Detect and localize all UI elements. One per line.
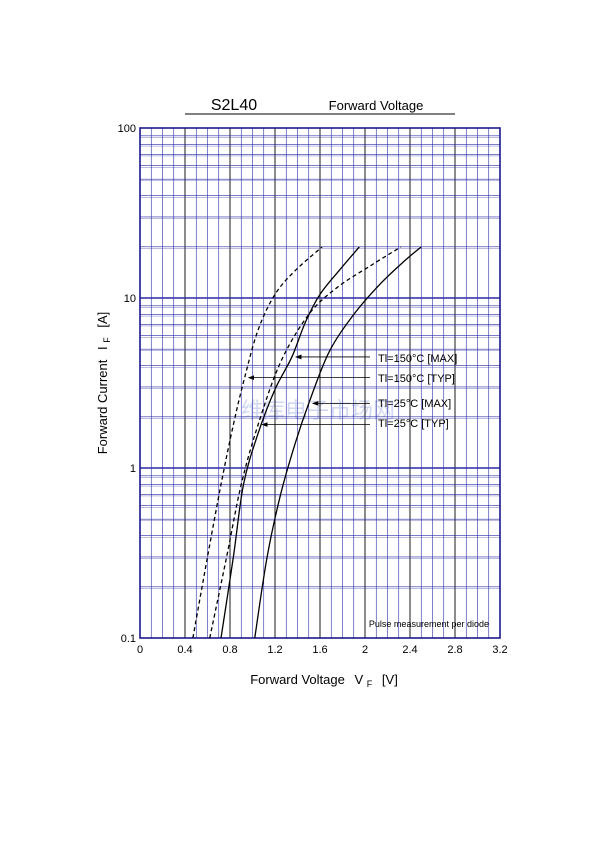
y-axis-symbol: I — [95, 346, 110, 350]
chart-title: S2L40 — [211, 97, 257, 114]
plot-frame — [139, 127, 501, 639]
x-tick-label: 1.6 — [312, 644, 327, 656]
series-line-2 — [220, 246, 360, 639]
y-tick-label: 10 — [124, 293, 136, 305]
series-line-3 — [209, 246, 402, 639]
chart-subtitle: Forward Voltage — [329, 98, 424, 113]
y-tick-label: 0.1 — [121, 633, 136, 645]
x-tick-label: 0 — [137, 644, 143, 656]
x-axis-subscript: F — [367, 679, 373, 689]
x-tick-label: 2.8 — [447, 644, 462, 656]
x-tick-label: 0.4 — [177, 644, 192, 656]
x-axis-label-text: Forward Voltage — [250, 672, 345, 687]
series-label: Tl=25°C [TYP] — [378, 418, 449, 430]
x-tick-label: 0.8 — [222, 644, 237, 656]
grid-lines — [140, 128, 500, 638]
curve-labels: Tl=150°C [MAX] Tl=150°C [TYP] Tl=25°C [MAX… — [247, 353, 457, 430]
y-axis-unit: [A] — [95, 312, 110, 328]
x-axis-unit: [V] — [382, 672, 398, 687]
series-label: Tl=150°C [TYP] — [378, 373, 455, 385]
y-tick-label: 100 — [118, 123, 136, 135]
series-line-1 — [192, 246, 323, 639]
measurement-note: Pulse measurement per diode — [369, 619, 489, 629]
y-axis-label-text: Forward Current — [95, 359, 110, 454]
x-tick-label: 1.2 — [267, 644, 282, 656]
x-tick-label: 2.4 — [402, 644, 417, 656]
series-line-4 — [254, 246, 422, 639]
y-tick-label: 1 — [130, 463, 136, 475]
x-tick-label: 2 — [362, 644, 368, 656]
tick-labels: 0 0.4 0.8 1.2 1.6 2 2.4 2.8 3.2 0.1 1 10 100 — [118, 123, 508, 656]
watermark-text: 维库电子市场网 — [241, 399, 395, 424]
y-axis-subscript: F — [102, 337, 112, 343]
x-axis-label: Forward Voltage V F [V] — [250, 672, 398, 690]
y-axis-label: Forward Current I F [A] — [95, 312, 113, 455]
x-tick-label: 3.2 — [492, 644, 507, 656]
curves — [192, 246, 422, 639]
x-axis-symbol: V — [354, 672, 363, 687]
series-label: Tl=25°C [MAX] — [378, 398, 451, 410]
series-label: Tl=150°C [MAX] — [378, 353, 457, 365]
